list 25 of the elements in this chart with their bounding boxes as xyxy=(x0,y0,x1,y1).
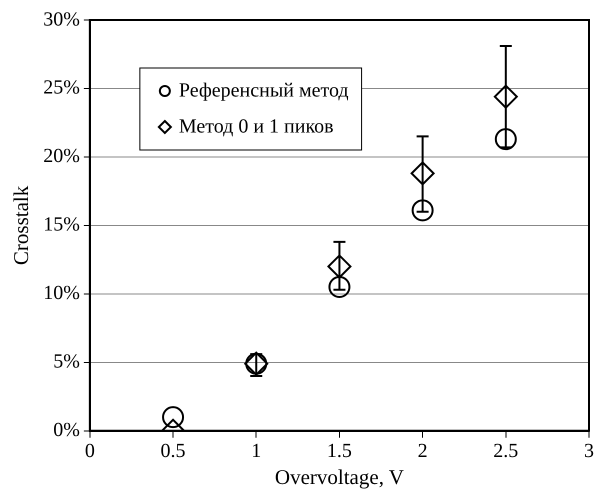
x-tick-label: 3 xyxy=(584,440,594,462)
x-tick-label: 1.5 xyxy=(326,440,352,462)
x-axis-title: Overvoltage, V xyxy=(274,464,404,489)
point xyxy=(328,276,350,298)
point xyxy=(327,254,352,278)
legend-label: Метод 0 и 1 пиков xyxy=(178,115,334,138)
y-tick-label: 25% xyxy=(43,76,80,99)
y-tick-label: 0% xyxy=(53,419,80,442)
point xyxy=(410,161,435,186)
x-tick-label: 0 xyxy=(84,440,95,462)
point xyxy=(494,128,517,150)
point xyxy=(412,199,434,222)
y-axis-title: Crosstalk xyxy=(9,185,34,266)
y-tick-label: 15% xyxy=(43,214,80,236)
y-tick-label: 10% xyxy=(43,282,80,304)
x-tick-label: 0.5 xyxy=(160,440,186,462)
x-tick-label: 2 xyxy=(418,440,428,462)
y-tick-label: 20% xyxy=(43,145,80,168)
y-tick-label: 5% xyxy=(53,350,80,373)
point xyxy=(162,406,184,428)
y-tick-label: 30% xyxy=(43,8,80,30)
x-tick-label: 2.5 xyxy=(493,440,518,462)
legend-label: Референсный метод xyxy=(178,79,349,102)
point xyxy=(494,84,518,109)
x-tick-label: 1 xyxy=(251,440,262,462)
